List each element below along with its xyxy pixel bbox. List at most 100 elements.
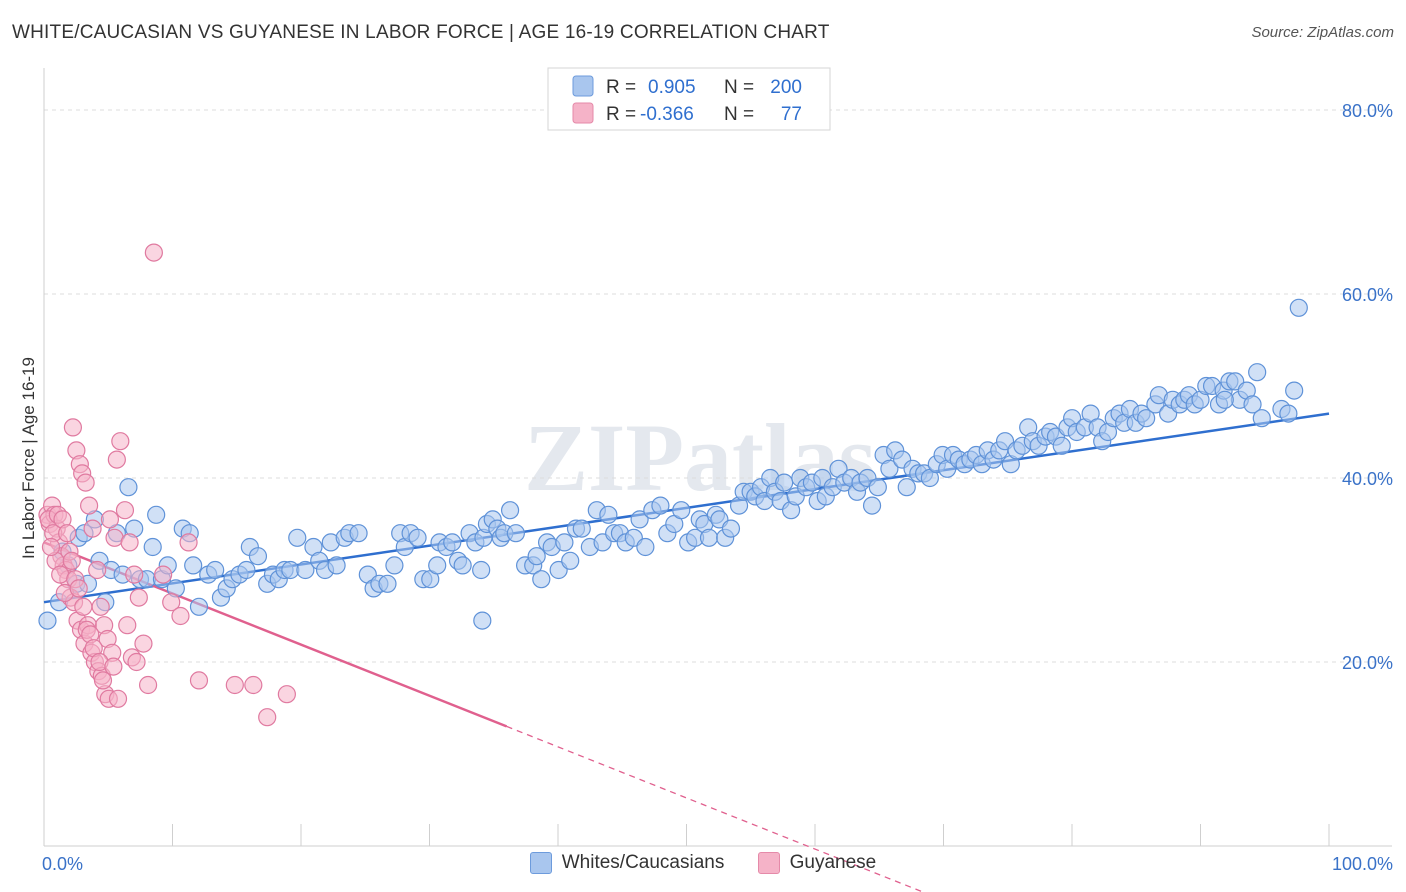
- point-guyanese: [134, 634, 153, 653]
- point-guyanese: [88, 560, 107, 580]
- point-whites: [428, 556, 447, 575]
- trend-line-guyanese-extension: [506, 725, 925, 892]
- point-whites: [147, 505, 166, 524]
- point-whites: [1052, 436, 1071, 455]
- point-whites: [699, 528, 719, 547]
- x-tick-labels: 0.0% 100.0%: [42, 854, 1393, 874]
- point-guyanese: [171, 606, 190, 626]
- legend-bottom: Whites/Caucasians Guyanese: [0, 852, 1406, 880]
- legend-r-value: 0.905: [648, 77, 696, 98]
- point-whites: [862, 496, 882, 515]
- point-guyanese: [76, 473, 95, 492]
- y-tick-label: 60.0%: [1342, 285, 1393, 305]
- series-whites-points: [38, 298, 1308, 630]
- y-tick-label: 40.0%: [1342, 469, 1393, 489]
- point-whites: [636, 537, 655, 557]
- point-whites: [880, 459, 899, 478]
- point-whites: [506, 524, 525, 543]
- point-whites: [599, 505, 618, 524]
- point-guyanese: [41, 537, 61, 557]
- legend-r-value: -0.366: [640, 104, 694, 125]
- legend-swatch-guyanese: [757, 852, 780, 874]
- point-guyanese: [107, 450, 126, 469]
- point-whites: [555, 533, 574, 552]
- legend-swatch-blue: [572, 75, 594, 97]
- legend-label-guyanese: Guyanese: [789, 852, 877, 873]
- point-guyanese: [244, 675, 263, 695]
- point-whites: [1248, 363, 1267, 382]
- y-tick-label: 20.0%: [1342, 653, 1393, 673]
- point-whites: [472, 560, 491, 580]
- point-whites: [119, 478, 138, 497]
- point-guyanese: [91, 597, 110, 616]
- point-guyanese: [125, 565, 144, 584]
- point-whites: [527, 547, 546, 566]
- axes: [43, 68, 1392, 847]
- point-guyanese: [154, 565, 173, 584]
- legend-row-pink: R = -0.366 N = 77: [572, 102, 802, 125]
- point-guyanese: [111, 432, 130, 451]
- point-guyanese: [118, 616, 137, 635]
- point-whites: [868, 478, 887, 497]
- point-whites: [237, 560, 256, 580]
- point-whites: [349, 524, 368, 543]
- legend-n-label: N =: [724, 77, 754, 98]
- point-whites: [473, 611, 492, 630]
- series-guyanese-points: [38, 243, 296, 727]
- x-tick-label: 0.0%: [42, 854, 83, 874]
- point-whites: [897, 478, 916, 497]
- point-whites: [296, 560, 315, 580]
- point-guyanese: [58, 524, 77, 543]
- legend-r-label: R =: [606, 77, 636, 98]
- point-whites: [143, 537, 162, 557]
- legend-item-guyanese: Guyanese: [757, 852, 877, 874]
- chart-title: WHITE/CAUCASIAN VS GUYANESE IN LABOR FOR…: [12, 22, 830, 43]
- point-guyanese: [189, 671, 209, 690]
- y-axis-label: In Labor Force | Age 16-19: [19, 357, 38, 559]
- point-whites: [189, 597, 209, 616]
- point-whites: [288, 528, 307, 547]
- x-tick-label: 100.0%: [1332, 854, 1393, 874]
- point-whites: [378, 574, 397, 593]
- point-whites: [327, 556, 346, 575]
- legend-n-label: N =: [724, 104, 754, 125]
- point-whites: [1215, 390, 1234, 409]
- point-guyanese: [162, 593, 181, 612]
- point-guyanese: [138, 675, 158, 695]
- point-guyanese: [74, 597, 93, 616]
- legend-n-value: 77: [781, 104, 802, 125]
- point-guyanese: [258, 708, 277, 727]
- point-guyanese: [277, 685, 296, 704]
- point-whites: [500, 501, 520, 520]
- point-whites: [630, 510, 649, 529]
- source-credit: Source: ZipAtlas.com: [1251, 24, 1394, 41]
- point-guyanese: [179, 533, 198, 552]
- legend-swatch-whites: [529, 852, 552, 874]
- point-guyanese: [105, 528, 124, 547]
- y-tick-label: 80.0%: [1342, 101, 1393, 121]
- point-whites: [38, 611, 57, 630]
- point-whites: [1279, 404, 1298, 423]
- point-whites: [1285, 381, 1304, 400]
- point-whites: [184, 556, 203, 575]
- point-whites: [572, 519, 591, 538]
- point-whites: [1252, 409, 1271, 428]
- point-whites: [1243, 395, 1262, 414]
- point-guyanese: [115, 501, 135, 520]
- point-guyanese: [129, 588, 148, 607]
- point-guyanese: [100, 510, 120, 529]
- point-guyanese: [80, 496, 99, 515]
- point-guyanese: [144, 243, 163, 262]
- point-guyanese: [127, 652, 146, 672]
- point-guyanese: [83, 519, 102, 538]
- point-whites: [775, 473, 794, 492]
- legend-n-value: 200: [770, 77, 802, 98]
- point-guyanese: [104, 657, 123, 676]
- y-tick-labels: 20.0% 40.0% 60.0% 80.0%: [1342, 101, 1393, 673]
- legend-label-whites: Whites/Caucasians: [561, 852, 725, 873]
- point-guyanese: [69, 579, 88, 598]
- point-whites: [248, 547, 268, 566]
- legend-swatch-pink: [572, 102, 594, 124]
- point-guyanese: [108, 689, 128, 708]
